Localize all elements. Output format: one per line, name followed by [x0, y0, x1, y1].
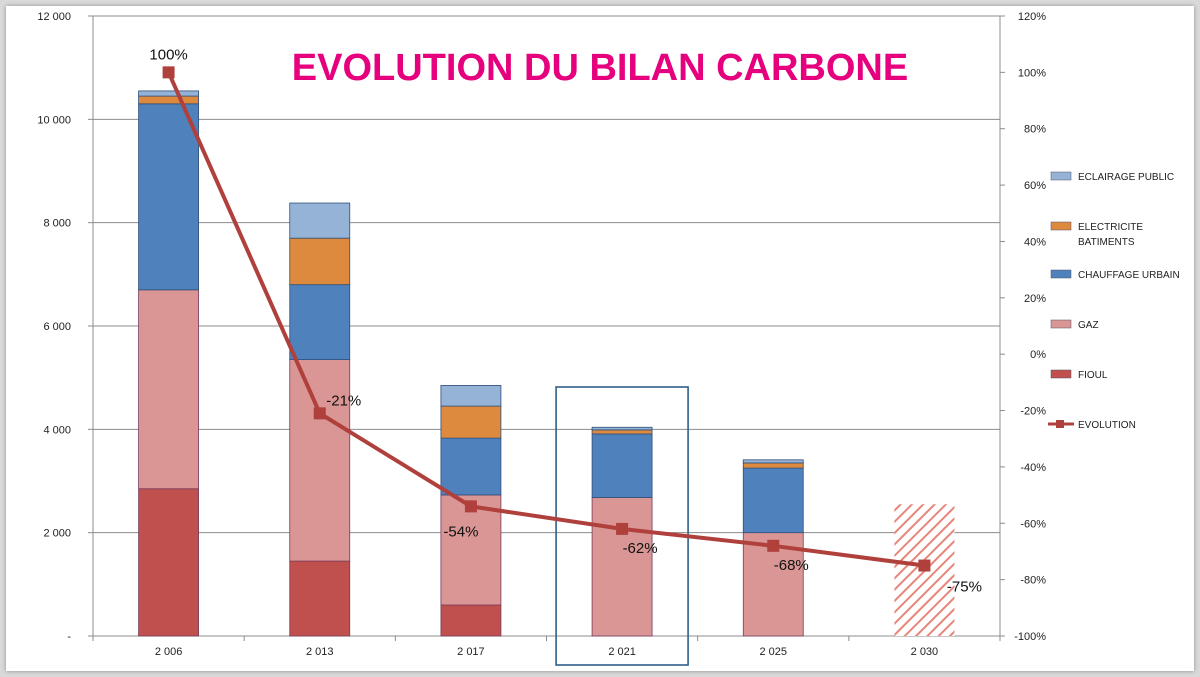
- right-tick-label: 60%: [1024, 180, 1046, 192]
- right-tick-label: -100%: [1014, 631, 1046, 643]
- evolution-polyline: [166, 71, 925, 568]
- evolution-marker: [918, 559, 931, 572]
- legend-label: ECLAIRAGE PUBLIC: [1078, 172, 1174, 183]
- axes: - 2 000 4 000 6 000 8 000 10 000 12 000 -100% -8…: [37, 11, 1046, 658]
- bar-segment: [742, 467, 804, 534]
- bar-segment: [591, 429, 653, 435]
- bar-segment: [440, 437, 502, 496]
- evolution-data-label: -54%: [443, 523, 478, 540]
- legend-label: FIOUL: [1078, 370, 1108, 381]
- bar-segment: [289, 560, 351, 637]
- highlight-box: [555, 386, 689, 666]
- left-tick-label: 2 000: [43, 528, 71, 540]
- left-tick-label: 8 000: [43, 218, 71, 230]
- bar-segment: [591, 426, 653, 431]
- evolution-data-label: 100%: [149, 46, 187, 63]
- legend-swatch: [1050, 369, 1072, 379]
- category-label: 2 013: [306, 646, 334, 658]
- right-tick-label: 20%: [1024, 293, 1046, 305]
- bar-segment: [742, 459, 804, 464]
- bar-segment: [289, 359, 351, 562]
- right-tick-label: 100%: [1018, 67, 1046, 79]
- evolution-data-label: -62%: [623, 540, 658, 557]
- legend-swatch: [1050, 171, 1072, 181]
- legend-swatch: [1050, 269, 1072, 279]
- legend-label: CHAUFFAGE URBAIN: [1078, 270, 1180, 281]
- carbon-balance-chart: - 2 000 4 000 6 000 8 000 10 000 12 000 -100% -8…: [37, 11, 1180, 666]
- left-tick-label: 12 000: [37, 11, 71, 23]
- right-tick-label: 80%: [1024, 124, 1046, 136]
- legend-label: BATIMENTS: [1078, 237, 1135, 248]
- legend-swatch: [1050, 221, 1072, 231]
- category-label: 2 021: [608, 646, 636, 658]
- bar-segment: [591, 433, 653, 498]
- bar-segment: [138, 289, 199, 490]
- legend-label: ELECTRICITE: [1078, 222, 1143, 233]
- bar-segment: [591, 497, 653, 637]
- evolution-marker: [767, 539, 780, 552]
- evolution-marker: [162, 66, 175, 79]
- legend: ECLAIRAGE PUBLIC ELECTRICITE BATIMENTS CHAU…: [1048, 171, 1180, 431]
- legend-label: EVOLUTION: [1078, 420, 1136, 431]
- evolution-data-label: -68%: [774, 557, 809, 574]
- bar-segment: [289, 237, 351, 286]
- right-tick-label: -80%: [1020, 575, 1046, 587]
- chart-frame: - 2 000 4 000 6 000 8 000 10 000 12 000 -100% -8…: [6, 6, 1194, 671]
- legend-swatch: [1050, 319, 1072, 329]
- chart-title: EVOLUTION DU BILAN CARBONE: [292, 47, 908, 89]
- right-tick-label: 40%: [1024, 236, 1046, 248]
- bars: [138, 90, 955, 666]
- bar-segment: [440, 405, 502, 439]
- evolution-marker: [616, 522, 629, 535]
- evolution-marker: [313, 407, 326, 420]
- bar-segment: [138, 90, 199, 97]
- bar-segment: [138, 488, 199, 637]
- bar-segment: [138, 95, 199, 105]
- bar-segment: [289, 284, 351, 360]
- evolution-marker: [464, 500, 477, 513]
- left-tick-label: 6 000: [43, 321, 71, 333]
- left-tick-label: -: [67, 631, 71, 643]
- right-tick-label: 0%: [1030, 349, 1046, 361]
- category-label: 2 017: [457, 646, 485, 658]
- right-tick-label: -60%: [1020, 518, 1046, 530]
- bar-segment: [742, 462, 804, 469]
- evolution-data-label: -75%: [947, 579, 982, 596]
- category-label: 2 030: [911, 646, 939, 658]
- legend-swatch-marker: [1056, 420, 1064, 428]
- right-tick-label: 120%: [1018, 11, 1046, 23]
- evolution-line: 100% -21% -54% -62% -68% -75%: [149, 46, 982, 595]
- category-label: 2 006: [155, 646, 183, 658]
- left-tick-label: 4 000: [43, 424, 71, 436]
- bar-segment: [289, 202, 351, 239]
- category-label: 2 025: [759, 646, 787, 658]
- bar-segment: [138, 103, 199, 291]
- bar-segment: [440, 385, 502, 407]
- left-tick-label: 10 000: [37, 114, 71, 126]
- grid-lines: [92, 15, 1001, 637]
- right-tick-label: -20%: [1020, 406, 1046, 418]
- legend-label: GAZ: [1078, 320, 1099, 331]
- evolution-data-label: -21%: [326, 392, 361, 409]
- bar-segment: [440, 604, 502, 637]
- right-tick-label: -40%: [1020, 462, 1046, 474]
